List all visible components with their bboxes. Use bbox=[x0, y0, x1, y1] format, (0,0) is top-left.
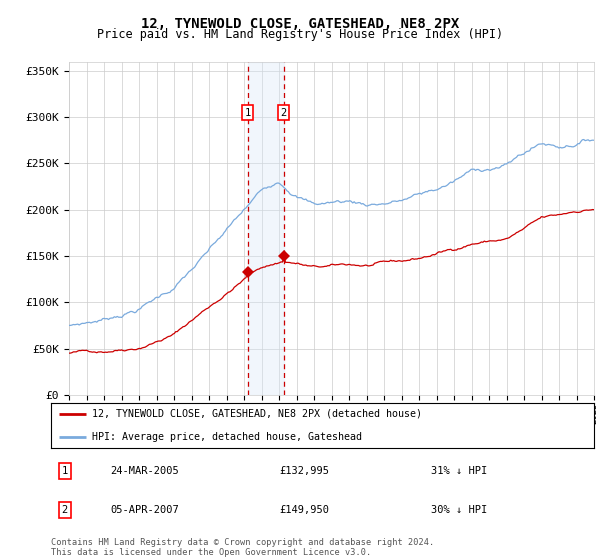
Text: HPI: Average price, detached house, Gateshead: HPI: Average price, detached house, Gate… bbox=[92, 432, 362, 442]
Text: 05-APR-2007: 05-APR-2007 bbox=[111, 505, 179, 515]
Text: Price paid vs. HM Land Registry's House Price Index (HPI): Price paid vs. HM Land Registry's House … bbox=[97, 28, 503, 41]
Text: 2: 2 bbox=[281, 108, 287, 118]
Text: 12, TYNEWOLD CLOSE, GATESHEAD, NE8 2PX (detached house): 12, TYNEWOLD CLOSE, GATESHEAD, NE8 2PX (… bbox=[92, 409, 422, 419]
Bar bbox=[248, 62, 284, 395]
Text: 30% ↓ HPI: 30% ↓ HPI bbox=[431, 505, 487, 515]
Text: 24-MAR-2005: 24-MAR-2005 bbox=[111, 466, 179, 476]
Text: £132,995: £132,995 bbox=[279, 466, 329, 476]
Text: Contains HM Land Registry data © Crown copyright and database right 2024.
This d: Contains HM Land Registry data © Crown c… bbox=[51, 538, 434, 557]
Text: 12, TYNEWOLD CLOSE, GATESHEAD, NE8 2PX: 12, TYNEWOLD CLOSE, GATESHEAD, NE8 2PX bbox=[141, 17, 459, 31]
Text: 1: 1 bbox=[61, 466, 68, 476]
Text: £149,950: £149,950 bbox=[279, 505, 329, 515]
Text: 1: 1 bbox=[245, 108, 251, 118]
Text: 31% ↓ HPI: 31% ↓ HPI bbox=[431, 466, 487, 476]
Text: 2: 2 bbox=[61, 505, 68, 515]
